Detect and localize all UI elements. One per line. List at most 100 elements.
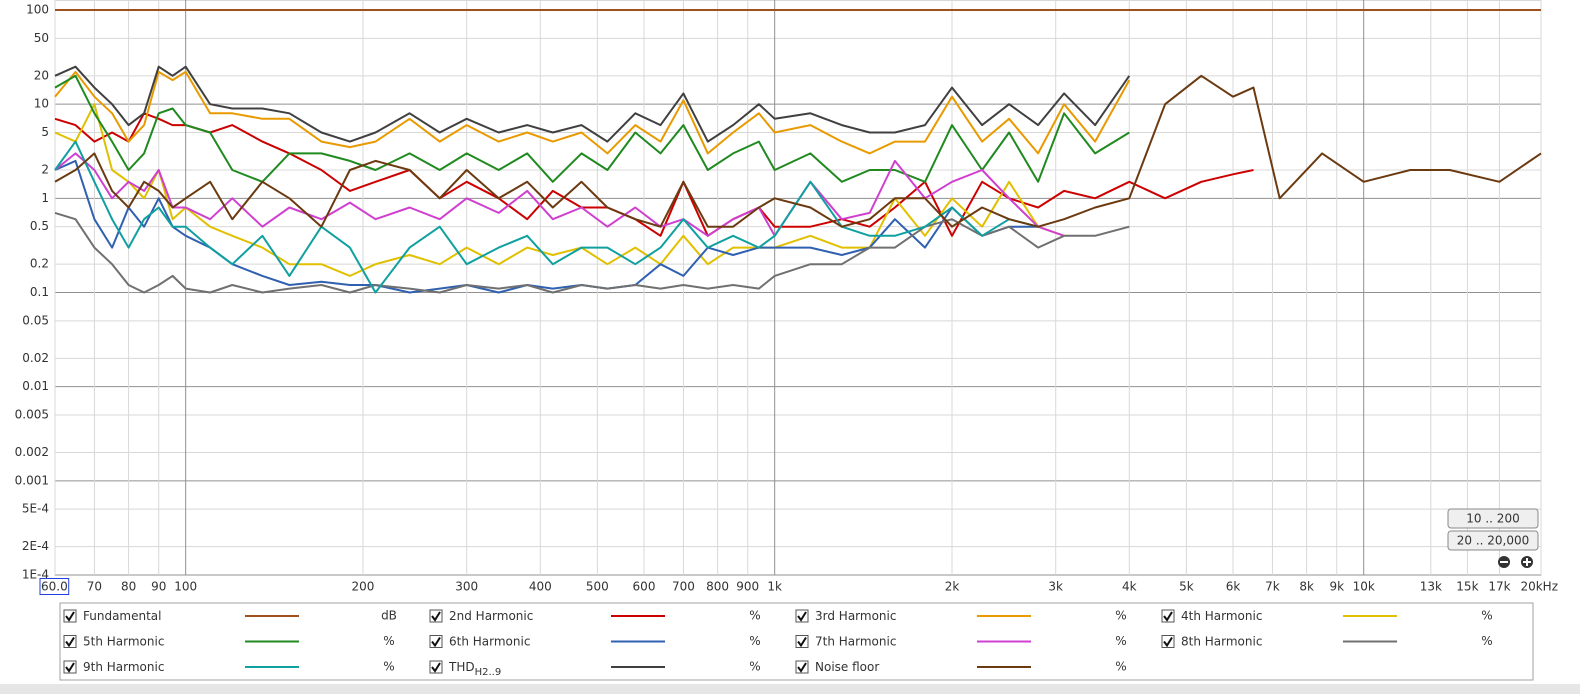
legend-check[interactable] [431, 662, 441, 673]
legend-check[interactable] [797, 611, 807, 622]
legend-name: 8th Harmonic [1181, 634, 1262, 648]
legend-unit: % [1481, 634, 1492, 648]
legend-name: Fundamental [83, 609, 162, 623]
series-line [54, 159, 1039, 294]
legend-unit: % [1115, 660, 1126, 674]
y-tick-label: 5 [41, 125, 49, 139]
legend-unit: % [1115, 634, 1126, 648]
legend-name: 3rd Harmonic [815, 609, 896, 623]
series-line [54, 74, 1542, 228]
legend-name: 6th Harmonic [449, 634, 530, 648]
legend-name-text: 2nd Harmonic [449, 609, 533, 623]
legend-name-text: 8th Harmonic [1181, 634, 1262, 648]
legend-name: Noise floor [815, 660, 879, 674]
x-tick-label: 800 [706, 580, 729, 594]
range-button-label[interactable]: 10 .. 200 [1466, 512, 1519, 526]
legend-check[interactable] [65, 611, 75, 622]
x-tick-label: 15k [1456, 580, 1478, 594]
x-tick-label: 90 [151, 580, 166, 594]
legend-check[interactable] [1163, 636, 1173, 648]
y-tick-label: 5E-4 [22, 502, 49, 516]
y-tick-label: 0.2 [30, 257, 49, 271]
x-tick-label: 4k [1122, 580, 1137, 594]
y-tick-label: 0.001 [15, 473, 49, 487]
legend-name-text: Fundamental [83, 609, 162, 623]
legend-unit: % [383, 660, 394, 674]
series-line [54, 140, 1039, 294]
x-tick-label: 500 [586, 580, 609, 594]
x-tick-label: 13k [1420, 580, 1442, 594]
x-tick-label: 9k [1329, 580, 1344, 594]
x-tick-label: 1k [767, 580, 782, 594]
series-line [54, 74, 1130, 183]
y-tick-label: 0.5 [30, 219, 49, 233]
x-tick-label: 5k [1179, 580, 1194, 594]
x-tick-label: 3k [1048, 580, 1063, 594]
legend-unit: dB [381, 609, 397, 623]
series-line [54, 70, 1131, 155]
legend-name: THDH2..9 [448, 660, 501, 679]
legend-unit: % [1481, 609, 1492, 623]
legend-check[interactable] [1163, 611, 1173, 622]
legend-check[interactable] [431, 636, 441, 648]
axes: 100 50 20 10 5 2 1 0.5 0.2 0.1 0.05 0.02 0.01 0.005 0.… [15, 3, 1558, 595]
status-bar [0, 684, 1580, 694]
legend-name: 4th Harmonic [1181, 609, 1262, 623]
series-line [54, 65, 1131, 143]
x-tick-label: 70 [87, 580, 102, 594]
legend-check[interactable] [65, 636, 75, 648]
legend-name: 7th Harmonic [815, 634, 896, 648]
legend-name-text: 5th Harmonic [83, 634, 164, 648]
y-tick-label: 0.1 [30, 285, 49, 299]
x-tick-label: 600 [633, 580, 656, 594]
legend-check[interactable] [797, 662, 807, 673]
x-tick-label: 20kHz [1520, 580, 1558, 594]
legend-check[interactable] [797, 636, 807, 648]
x-tick-label: 17k [1488, 580, 1510, 594]
x-tick-label: 6k [1226, 580, 1241, 594]
legend-name: 5th Harmonic [83, 634, 164, 648]
y-tick-label: 0.02 [22, 351, 49, 365]
y-tick-label: 1 [41, 191, 49, 205]
y-tick-label: 0.005 [15, 408, 49, 422]
legend-check[interactable] [431, 611, 441, 622]
y-tick-label: 2E-4 [22, 539, 49, 553]
series-line [54, 152, 1065, 237]
x-tick-label: 900 [736, 580, 759, 594]
lines [54, 9, 1542, 294]
legend-name-text: THD [448, 660, 475, 674]
legend-name-text: Noise floor [815, 660, 879, 674]
legend-name-text: 6th Harmonic [449, 634, 530, 648]
x-tick-label: 400 [529, 580, 552, 594]
legend-name-text: 3rd Harmonic [815, 609, 896, 623]
legend-check[interactable] [65, 662, 75, 673]
y-tick-label: 10 [34, 97, 49, 111]
y-tick-label: 50 [34, 31, 49, 45]
y-tick-label: 100 [26, 3, 49, 17]
x-tick-label: 300 [455, 580, 478, 594]
range-button-label[interactable]: 20 .. 20,000 [1457, 534, 1530, 548]
legend-name-text: 9th Harmonic [83, 660, 164, 674]
x-tick-label: 10k [1353, 580, 1375, 594]
legend: Fundamental dB 2nd Harmonic% 3rd Harmonic% 4… [63, 609, 1493, 679]
y-tick-label: 0.002 [15, 445, 49, 459]
y-tick-label: 0.01 [22, 379, 49, 393]
zoom-out[interactable] [1498, 556, 1510, 568]
y-tick-label: 2 [41, 162, 49, 176]
legend-name-text: 4th Harmonic [1181, 609, 1262, 623]
range-button[interactable] [1447, 508, 1539, 529]
legend-unit: % [749, 660, 760, 674]
legend-name-subscript: H2..9 [475, 667, 502, 678]
x-tick-label: 8k [1299, 580, 1314, 594]
x-start-box[interactable] [39, 578, 70, 595]
zoom-in[interactable] [1521, 556, 1533, 568]
x-tick-label: 200 [352, 580, 375, 594]
legend-unit: % [1115, 609, 1126, 623]
legend-unit: % [749, 634, 760, 648]
legend-name: 9th Harmonic [83, 660, 164, 674]
range-button[interactable] [1447, 530, 1539, 551]
legend-unit: % [749, 609, 760, 623]
legend-name: 2nd Harmonic [449, 609, 533, 623]
legend-name-text: 7th Harmonic [815, 634, 896, 648]
